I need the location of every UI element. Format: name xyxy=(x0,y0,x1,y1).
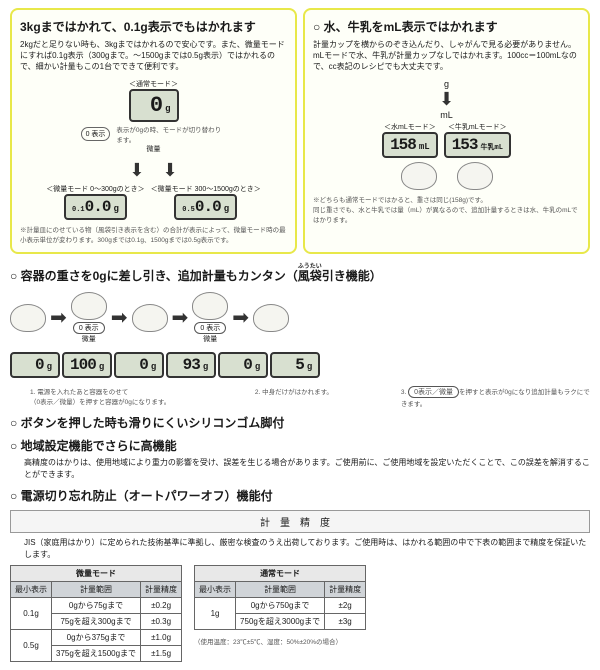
tare-lcd-1: 0g xyxy=(10,352,60,378)
tare-lcd-3: 0g xyxy=(114,352,164,378)
micro-mode-2: ＜微量モード 300〜1500gのとき＞ xyxy=(151,184,261,194)
tare-cap2: 2. 中身だけがはかれます。 xyxy=(255,386,381,408)
lcd-milk: 153 牛乳mL xyxy=(444,132,511,158)
arrow-right-icon: ➡ xyxy=(172,305,189,330)
milk-mode-label: ＜牛乳mLモード＞ xyxy=(444,122,511,132)
tare-lcd-4: 93g xyxy=(166,352,216,378)
arrow-right-icon: ➡ xyxy=(50,305,67,330)
tare-cap1: 1. 電源を入れたあと容器をのせて xyxy=(30,389,128,396)
accuracy-table-micro: 微量モード 最小表示計量範囲計量精度 0.1g0gから75gまで±0.2g 75… xyxy=(10,565,182,662)
arrow-right-icon: ➡ xyxy=(232,305,249,330)
accuracy-table-normal: 通常モード 最小表示計量範囲計量精度 1g0gから750gまで±2g 750gを… xyxy=(194,565,366,630)
panel-3kg-footnote: ※計量皿にのせている物（風袋引き表示を含む）の合計が表示によって、微量モード時の… xyxy=(20,224,287,244)
accuracy-banner: 計量精度 xyxy=(10,510,590,533)
scale-illustration-milk xyxy=(457,162,493,190)
region-heading: 地域設定機能でさらに高機能 xyxy=(10,437,590,454)
panel-ml-footnote2: 同じ重さでも、水と牛乳では量（mL）が異なるので、追加計量するときは水、牛乳のm… xyxy=(313,204,580,224)
tare-cap1b: （0表示／微量）を押すと容器が0gになります。 xyxy=(30,399,170,406)
ml-label: mL xyxy=(440,110,453,120)
scale-icon xyxy=(132,304,168,332)
arrow-right-icon: ➡ xyxy=(111,305,128,330)
panel-ml-title: ○ 水、牛乳をmL表示ではかれます xyxy=(313,18,580,35)
panel-3kg: 3kgまではかれて、0.1g表示でもはかれます 2kgだと足りない時も、3kgま… xyxy=(10,8,297,254)
scale-icon xyxy=(10,304,46,332)
env-note: （使用温度：23℃±5℃、湿度：50%±20%の場合） xyxy=(194,636,366,646)
lcd-micro-2: 0.5 0.0 g xyxy=(174,194,237,220)
panel-ml-body: 計量カップを横からのぞき込んだり、しゃがんで見る必要がありません。mLモードで水… xyxy=(313,39,580,73)
scale-icon xyxy=(253,304,289,332)
arrow-down-icon-2: ⬇ xyxy=(439,89,454,109)
scale-icon xyxy=(192,292,228,320)
lcd-micro-1: 0.1 0.0 g xyxy=(64,194,127,220)
tare-flow: ➡ 0 表示微量 ➡ ➡ 0 表示微量 ➡ xyxy=(10,292,590,344)
accuracy-text: JIS（家庭用はかり）に定められた技術基準に準拠し、厳密な検査のうえ出荷しており… xyxy=(24,537,590,561)
lcd-water: 158 mL xyxy=(382,132,438,158)
normal-mode-label: ＜通常モード＞ xyxy=(20,79,287,89)
tare-lcd-5: 0g xyxy=(218,352,268,378)
scale-illustration-water xyxy=(401,162,437,190)
g-label: g xyxy=(444,79,449,89)
micro-mode-1: ＜微量モード 0〜300gのとき＞ xyxy=(46,184,144,194)
arrow-down-icon: ⬇ ⬇ xyxy=(20,156,287,182)
tare-lcd-6: 5g xyxy=(270,352,320,378)
autooff-heading: 電源切り忘れ防止（オートパワーオフ）機能付 xyxy=(10,487,590,504)
zero-button-label: 0 表示 xyxy=(81,127,111,141)
tare-heading: 容器の重さを0gに差し引き、追加計量もカンタン（風袋ふうたい引き機能） xyxy=(10,264,590,284)
panel-ml: ○ 水、牛乳をmL表示ではかれます 計量カップを横からのぞき込んだり、しゃがんで… xyxy=(303,8,590,254)
tare-lcd-2: 100g xyxy=(62,352,112,378)
panel-3kg-body: 2kgだと足りない時も、3kgまではかれるので安心です。また、微量モードにすれば… xyxy=(20,39,287,73)
micro-button-label: 微量 xyxy=(20,144,287,154)
lcd-normal: 0 g xyxy=(129,89,179,122)
panel-ml-footnote1: ※どちらも通常モードではかると、重さは同じ(158g)です。 xyxy=(313,194,580,204)
zero-note: 表示が0gの時、モードが切り替わります。 xyxy=(116,124,226,144)
water-mode-label: ＜水mLモード＞ xyxy=(382,122,438,132)
rubber-feet-heading: ボタンを押した時も滑りにくいシリコンゴム脚付 xyxy=(10,414,590,431)
panel-3kg-title: 3kgまではかれて、0.1g表示でもはかれます xyxy=(20,18,287,35)
scale-icon xyxy=(71,292,107,320)
region-text: 高精度のはかりは、使用地域により重力の影響を受け、誤差を生じる場合があります。ご… xyxy=(24,457,590,481)
